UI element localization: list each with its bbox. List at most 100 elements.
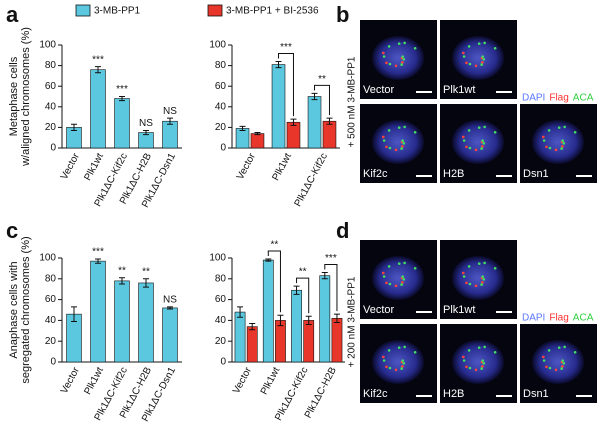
kinetochore-dot bbox=[493, 266, 497, 270]
y-tick-label: 0 bbox=[50, 357, 56, 368]
x-tick-label: Vector bbox=[59, 151, 82, 182]
y-tick-label: 100 bbox=[209, 253, 226, 264]
y-axis-label: Anaphase cells with bbox=[8, 261, 20, 358]
stain-label: ACA bbox=[573, 93, 594, 104]
kinetochore-dot bbox=[461, 271, 465, 275]
bar bbox=[271, 64, 286, 149]
kinetochore-dot bbox=[483, 261, 486, 265]
error-bar bbox=[277, 314, 284, 327]
kinetochore-dot bbox=[481, 139, 485, 142]
error-bar bbox=[239, 125, 246, 131]
bar bbox=[331, 318, 343, 363]
kinetochore-dot bbox=[387, 265, 391, 268]
kinetochore-dot bbox=[561, 365, 564, 368]
kinetochore-dot bbox=[554, 148, 558, 152]
kinetochore-dot bbox=[388, 62, 392, 66]
image-label: H2B bbox=[443, 388, 464, 400]
kinetochore-dot bbox=[483, 345, 486, 349]
kinetochore-dot bbox=[381, 135, 385, 139]
nucleus bbox=[532, 120, 584, 164]
kinetochore-dot bbox=[387, 349, 391, 352]
significance-bracket bbox=[278, 52, 294, 117]
kinetochore-dot bbox=[402, 361, 406, 365]
image-label: Vector bbox=[363, 304, 395, 316]
y-axis-label: Metaphase cells bbox=[8, 56, 20, 136]
y-tick-label: 40 bbox=[45, 101, 57, 112]
y-tick-label: 20 bbox=[215, 122, 227, 133]
kinetochore-dot bbox=[400, 147, 403, 150]
bar bbox=[90, 69, 106, 149]
kinetochore-dot bbox=[481, 61, 484, 64]
kinetochore-dot bbox=[387, 129, 391, 132]
kinetochore-dot bbox=[493, 46, 497, 50]
x-tick-label: Plk1wt bbox=[270, 151, 294, 182]
image-label: Plk1wt bbox=[443, 304, 475, 316]
bar bbox=[138, 282, 154, 363]
kinetochore-dot bbox=[413, 130, 417, 134]
bar bbox=[319, 275, 331, 363]
nucleus bbox=[452, 36, 504, 80]
kinetochore-dot bbox=[557, 126, 561, 129]
kinetochore-dot bbox=[465, 61, 468, 65]
kinetochore-dot bbox=[545, 365, 548, 369]
kinetochore-dot bbox=[465, 365, 468, 369]
kinetochore-dot bbox=[462, 275, 466, 278]
y-tick-label: 80 bbox=[45, 60, 57, 71]
kinetochore-dot bbox=[541, 135, 545, 139]
kinetochore-dot bbox=[400, 63, 403, 66]
kinetochore-dot bbox=[477, 126, 481, 129]
kinetochore-dot bbox=[548, 366, 552, 370]
kinetochore-dot bbox=[401, 281, 404, 284]
significance-label: *** bbox=[116, 84, 128, 95]
kinetochore-dot bbox=[413, 266, 417, 270]
kinetochore-dot bbox=[481, 281, 484, 284]
kinetochore-dot bbox=[402, 141, 406, 145]
bar bbox=[303, 320, 315, 363]
bar bbox=[90, 260, 106, 363]
error-bar bbox=[95, 66, 101, 74]
y-tick-label: 20 bbox=[215, 336, 227, 347]
image-label: Kif2c bbox=[363, 388, 388, 400]
nucleus bbox=[372, 340, 424, 384]
kinetochore-dot bbox=[467, 129, 471, 132]
bar bbox=[114, 280, 130, 363]
y-tick-label: 100 bbox=[39, 40, 56, 51]
bar bbox=[307, 96, 322, 149]
kinetochore-dot bbox=[562, 141, 566, 145]
kinetochore-dot bbox=[467, 265, 471, 268]
condition-label: + 500 nM 3-MB-PP1 bbox=[347, 56, 358, 147]
kinetochore-dot bbox=[382, 139, 386, 142]
kinetochore-dot bbox=[542, 139, 546, 142]
kinetochore-dot bbox=[462, 55, 466, 58]
y-tick-label: 100 bbox=[39, 253, 56, 264]
kinetochore-dot bbox=[394, 64, 398, 68]
kinetochore-dot bbox=[403, 125, 406, 129]
legend-swatch bbox=[207, 4, 223, 17]
stain-label: DAPI bbox=[522, 93, 545, 104]
error-bar bbox=[275, 60, 282, 69]
kinetochore-dot bbox=[382, 275, 386, 278]
kinetochore-dot bbox=[541, 355, 545, 359]
kinetochore-dot bbox=[481, 275, 485, 278]
kinetochore-dot bbox=[388, 366, 392, 370]
bar bbox=[275, 320, 286, 363]
kinetochore-dot bbox=[468, 282, 472, 286]
significance-label: *** bbox=[325, 253, 337, 264]
kinetochore-dot bbox=[468, 62, 472, 66]
kinetochore-dot bbox=[542, 359, 546, 362]
kinetochore-dot bbox=[467, 45, 471, 48]
kinetochore-dot bbox=[462, 359, 466, 362]
kinetochore-dot bbox=[385, 61, 388, 65]
error-bar bbox=[71, 123, 77, 131]
significance-label: ** bbox=[299, 267, 307, 278]
significance-label: NS bbox=[139, 118, 153, 129]
nucleus bbox=[372, 120, 424, 164]
kinetochore-dot bbox=[480, 147, 483, 150]
stain-label: Flag bbox=[549, 313, 568, 324]
kinetochore-dot bbox=[547, 349, 551, 352]
kinetochore-dot bbox=[467, 349, 471, 352]
significance-bracket bbox=[267, 250, 281, 313]
bar bbox=[322, 120, 337, 149]
image-label: H2B bbox=[443, 168, 464, 180]
